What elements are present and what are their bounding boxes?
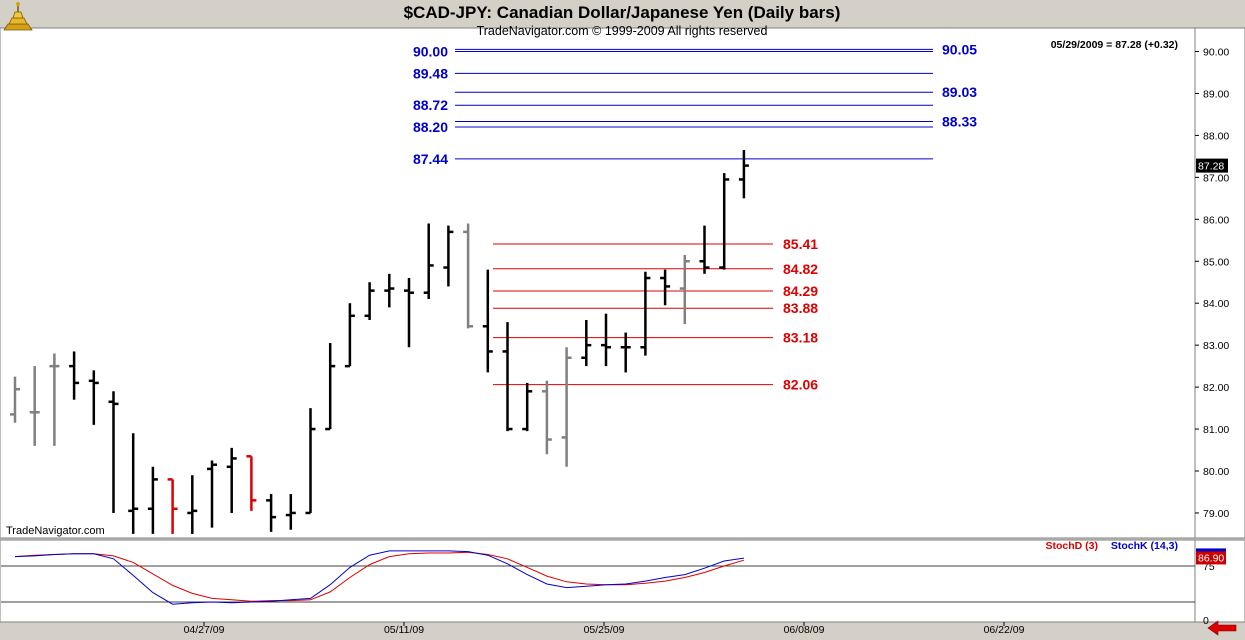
ohlc-bar xyxy=(561,347,572,467)
stoch-tick-label: 75 xyxy=(1203,561,1215,573)
stochk-line xyxy=(14,550,744,605)
ohlc-bar xyxy=(640,271,651,356)
price-tick-label: 86.00 xyxy=(1203,214,1229,226)
price-tick-label: 83.00 xyxy=(1203,340,1229,352)
ohlc-bar xyxy=(581,319,592,367)
stoch-tick-label: 0 xyxy=(1203,615,1209,627)
last-price-label: 87.28 xyxy=(1198,161,1224,173)
price-tick-label: 81.00 xyxy=(1203,424,1229,436)
date-tick-label: 06/08/09 xyxy=(784,624,825,636)
price-tick-label: 85.00 xyxy=(1203,256,1229,268)
stoch-last-box-top xyxy=(1196,548,1226,552)
resistance-label-left: 88.20 xyxy=(413,119,448,135)
ohlc-bar xyxy=(502,322,513,432)
ohlc-bar xyxy=(325,343,336,431)
ohlc-bar xyxy=(49,353,60,446)
price-tick-label: 88.00 xyxy=(1203,130,1229,142)
ohlc-bar xyxy=(88,370,99,425)
resistance-label-left: 89.48 xyxy=(413,65,448,81)
price-pane xyxy=(0,27,1196,539)
price-tick-label: 89.00 xyxy=(1203,88,1229,100)
stoch-last-label: 86.90 xyxy=(1198,552,1224,564)
ohlc-bar xyxy=(384,273,395,308)
ohlc-bar xyxy=(719,173,730,270)
ohlc-bar xyxy=(226,447,237,513)
resistance-label-right: 89.03 xyxy=(942,84,977,100)
ohlc-bar xyxy=(167,478,178,534)
price-tick-label: 87.00 xyxy=(1203,172,1229,184)
ohlc-bar xyxy=(10,376,20,423)
ohlc-bar xyxy=(147,466,158,534)
ohlc-bars xyxy=(10,150,749,534)
price-axis: 90.00 89.00 88.00 87.00 86.00 85.00 84.00 83.00… xyxy=(1195,47,1229,520)
ohlc-bar xyxy=(699,225,710,274)
ohlc-bar xyxy=(364,282,375,320)
resistance-label-right: 88.33 xyxy=(942,114,977,130)
price-tick-label: 80.00 xyxy=(1203,466,1229,478)
stochastic-pane xyxy=(0,539,1196,623)
price-tick-label: 90.00 xyxy=(1203,47,1229,59)
ohlc-bar xyxy=(620,332,631,373)
ohlc-bar xyxy=(285,494,296,530)
last-quote-label: 05/29/2009 = 87.28 (+0.32) xyxy=(1051,39,1178,51)
price-tick-label: 82.00 xyxy=(1203,382,1229,394)
date-tick-label: 05/11/09 xyxy=(384,624,424,636)
date-axis: 04/27/09 05/11/09 05/25/09 06/08/09 06/22/09 xyxy=(184,622,1025,636)
ohlc-bar xyxy=(660,269,671,306)
ohlc-bar xyxy=(246,455,257,511)
stochastic-lines: 75 0 86.90 xyxy=(1,548,1226,627)
legend-stochd: StochD (3) xyxy=(1046,540,1099,552)
resistance-label-right: 90.05 xyxy=(942,41,977,57)
ohlc-bar xyxy=(108,391,119,513)
resistance-label-left: 88.72 xyxy=(413,97,448,113)
ohlc-bar xyxy=(423,223,434,300)
support-label: 85.41 xyxy=(783,236,818,252)
resistance-label-left: 87.44 xyxy=(413,151,448,167)
ohlc-bar xyxy=(69,351,80,400)
support-label: 82.06 xyxy=(783,377,818,393)
ohlc-bar xyxy=(344,303,355,368)
date-tick-label: 05/25/09 xyxy=(584,624,625,636)
price-axis-pane xyxy=(1194,27,1245,539)
fib-levels: 90.00 89.48 88.72 88.20 87.44 90.05 89.03 88.33… xyxy=(413,41,977,392)
ohlc-bar xyxy=(679,254,690,325)
ohlc-bar xyxy=(207,460,217,528)
ohlc-bar xyxy=(601,313,611,367)
trading-pit-logo-icon xyxy=(3,2,33,31)
watermark: TradeNavigator.com xyxy=(6,525,105,537)
ohlc-bar xyxy=(482,269,493,373)
date-tick-label: 04/27/09 xyxy=(184,624,225,636)
ohlc-bar xyxy=(541,380,552,455)
price-tick-label: 84.00 xyxy=(1203,298,1229,310)
resistance-label-left: 90.00 xyxy=(413,44,448,60)
price-tick-label: 79.00 xyxy=(1203,508,1229,520)
support-label: 84.82 xyxy=(783,261,818,277)
legend-stochk: StochK (14,3) xyxy=(1111,540,1178,552)
stochd-line xyxy=(14,551,745,602)
ohlc-bar xyxy=(404,278,414,348)
last-price-box xyxy=(1196,158,1228,173)
stoch-last-box xyxy=(1196,550,1226,565)
ohlc-bar xyxy=(305,408,316,515)
ohlc-bar xyxy=(738,150,749,199)
ohlc-bar xyxy=(187,475,198,534)
copyright-notice: TradeNavigator.com © 1999-2009 All right… xyxy=(477,24,768,38)
support-label: 83.18 xyxy=(783,330,818,346)
red-left-arrow-icon[interactable] xyxy=(1207,620,1237,636)
chart-title: $CAD-JPY: Canadian Dollar/Japanese Yen (… xyxy=(404,3,841,22)
ohlc-bar xyxy=(443,225,454,287)
ohlc-bar xyxy=(463,223,474,329)
support-label: 84.29 xyxy=(783,283,818,299)
support-label: 83.88 xyxy=(783,300,818,316)
ohlc-bar xyxy=(522,382,533,432)
ohlc-bar xyxy=(266,494,277,532)
ohlc-bar xyxy=(29,366,40,446)
date-tick-label: 06/22/09 xyxy=(984,624,1025,636)
ohlc-bar xyxy=(128,433,139,534)
